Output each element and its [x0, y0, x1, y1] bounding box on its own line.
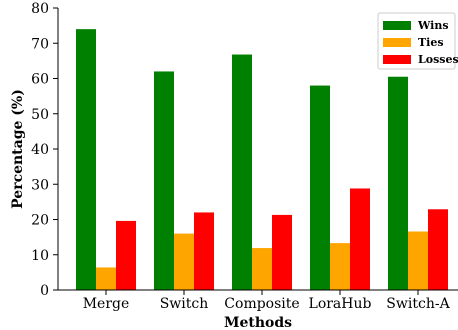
legend-label-ties: Ties	[418, 36, 444, 49]
bar-ties	[330, 243, 350, 290]
bar-losses	[350, 188, 370, 290]
x-tick-label: Merge	[83, 296, 130, 312]
bar-ties	[252, 248, 272, 290]
y-tick-label: 40	[31, 142, 49, 158]
y-axis-title: Percentage (%)	[10, 89, 26, 209]
legend-swatch-losses	[383, 55, 411, 64]
y-tick-label: 30	[31, 177, 49, 193]
legend-swatch-wins	[383, 21, 411, 30]
bar-losses	[116, 220, 136, 290]
legend-swatch-ties	[383, 38, 411, 47]
y-ticks: 0 10 20 30 40 50 60 70 80	[31, 1, 58, 299]
legend-label-wins: Wins	[417, 19, 449, 32]
bars-layer	[76, 29, 448, 291]
bar-losses	[428, 209, 448, 290]
y-tick-label: 10	[31, 248, 49, 264]
legend-label-losses: Losses	[418, 53, 458, 66]
bar-wins	[232, 54, 252, 290]
x-tick-label: Switch-A	[386, 296, 450, 312]
x-ticks: Merge Switch Composite LoraHub Switch-A	[83, 290, 451, 312]
legend: Wins Ties Losses	[377, 12, 458, 70]
bar-wins	[154, 71, 174, 290]
x-tick-label: LoraHub	[309, 296, 372, 312]
y-tick-label: 70	[31, 36, 49, 52]
bar-losses	[272, 214, 292, 290]
y-tick-label: 50	[31, 107, 49, 123]
bar-ties	[174, 233, 194, 290]
bar-losses	[194, 212, 214, 290]
y-tick-label: 0	[40, 283, 49, 299]
y-tick-label: 80	[31, 1, 49, 17]
y-tick-label: 60	[31, 72, 49, 88]
x-tick-label: Composite	[224, 296, 299, 312]
bar-wins	[310, 85, 330, 290]
bar-wins	[76, 29, 96, 291]
bar-ties	[408, 231, 428, 290]
y-tick-label: 20	[31, 213, 49, 229]
x-tick-label: Switch	[160, 296, 209, 312]
bar-ties	[96, 267, 116, 290]
x-axis-title: Methods	[224, 315, 292, 330]
bar-wins	[388, 76, 408, 290]
